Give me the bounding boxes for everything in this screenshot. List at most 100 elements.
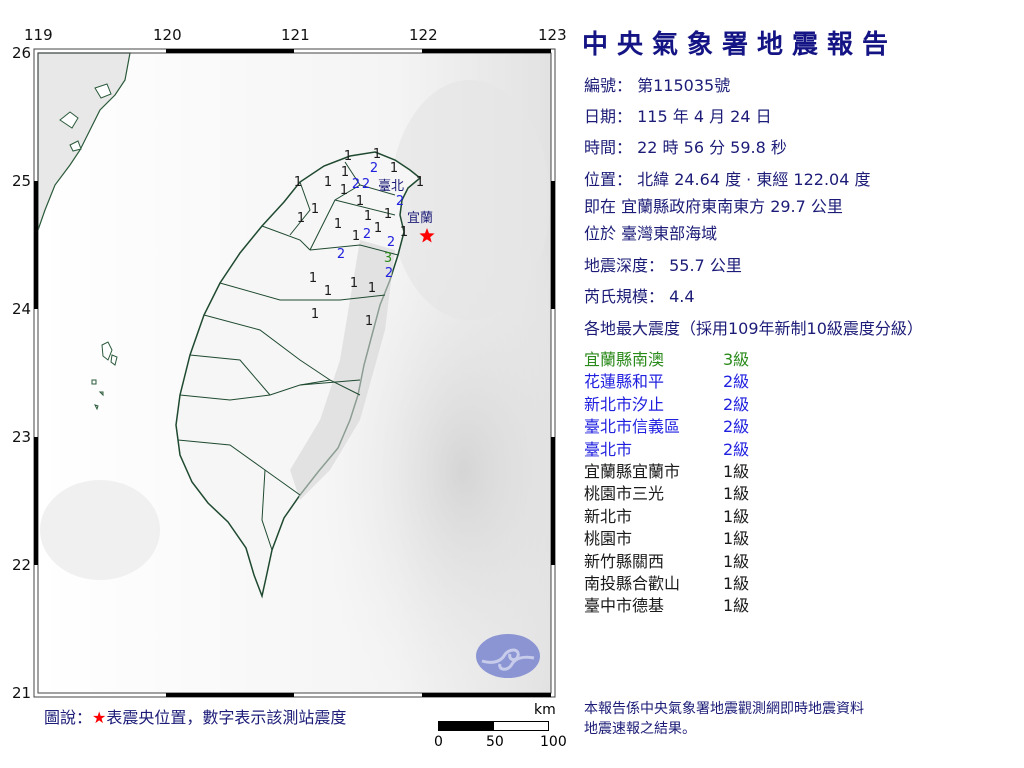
intensity-level: 1級 (723, 551, 750, 571)
intensity-level: 3級 (723, 350, 750, 369)
place-label: 宜蘭 (407, 210, 433, 226)
lon-tick-label: 123 (538, 26, 567, 44)
station-intensity: 2 (370, 161, 378, 176)
lat-tick-label: 26 (12, 44, 32, 62)
station-intensity: 2 (387, 235, 395, 250)
station-intensity: 1 (324, 284, 332, 299)
place-label: 臺北 (378, 179, 404, 194)
intensity-place: 臺北市信義區 (584, 417, 681, 437)
intensity-level: 1級 (723, 574, 750, 593)
intensity-place: 宜蘭縣宜蘭市 (584, 462, 681, 481)
station-intensity: 1 (311, 202, 319, 217)
time-label: 時間： (584, 138, 633, 157)
county-borders (177, 161, 399, 551)
relative-location-row: 即在 宜蘭縣政府東南東方 29.7 公里 (584, 193, 843, 217)
coastal-islands (59, 83, 112, 152)
station-intensity: 1 (350, 276, 358, 291)
station-intensity: 1 (340, 183, 348, 198)
lon-tick-label: 122 (409, 26, 438, 44)
intensity-place: 新北市 (584, 506, 633, 526)
intensity-place: 臺北市 (584, 439, 633, 459)
station-intensity: 1 (373, 147, 381, 162)
intensity-place: 宜蘭縣南澳 (584, 350, 665, 369)
time-value: 22 時 56 分 59.8 秒 (637, 138, 787, 157)
station-intensity: 2 (362, 177, 370, 192)
location-row: 位置： 北緯 24.64 度 · 東經 122.04 度 (584, 166, 871, 190)
legend-text: 表震央位置，數字表示該測站震度 (106, 708, 347, 727)
magnitude-label: 芮氏規模： (584, 287, 665, 306)
intensity-level: 2級 (723, 394, 750, 414)
station-intensity: 2 (363, 227, 371, 242)
intensity-header: 各地最大震度（採用109年新制10級震度分級） (584, 319, 923, 338)
intensity-place: 桃園市 (584, 529, 633, 549)
station-intensity: 2 (337, 247, 345, 262)
depth-label: 地震深度： (584, 256, 665, 275)
station-intensity: 1 (352, 229, 360, 244)
station-intensity: 1 (364, 209, 372, 224)
station-intensity: 1 (368, 281, 376, 296)
frame-segment (551, 181, 555, 309)
intensity-level: 2級 (723, 439, 750, 459)
region-row: 位於 臺灣東部海域 (584, 220, 717, 244)
star-icon: ★ (92, 708, 107, 727)
date-row: 日期： 115 年 4 月 24 日 (584, 103, 772, 127)
intensity-place: 新北市汐止 (584, 394, 665, 414)
intensity-place: 新竹縣關西 (584, 551, 665, 571)
location-label: 位置： (584, 170, 633, 189)
intensity-level: 1級 (723, 529, 750, 549)
scale-segment-white (493, 721, 549, 731)
mainland-coast (37, 52, 131, 231)
lat-tick-label: 24 (12, 300, 32, 318)
intensity-level: 1級 (723, 506, 750, 526)
frame-segment (422, 693, 551, 697)
lat-tick-label: 22 (12, 556, 32, 574)
frame-segment (422, 49, 551, 53)
scale-unit: km (534, 702, 556, 718)
date-label: 日期： (584, 107, 633, 126)
report-title: 中央氣象署地震報告 (582, 30, 898, 60)
footnote-line-2: 地震速報之結果。 (584, 721, 696, 737)
depth-row: 地震深度： 55.7 公里 (584, 252, 742, 276)
intensity-level: 2級 (723, 372, 750, 392)
relative-label: 即在 (584, 197, 617, 216)
station-intensity: 1 (390, 161, 398, 176)
intensity-level: 1級 (723, 596, 750, 616)
lat-tick-label: 21 (12, 684, 32, 702)
station-intensity: 1 (416, 175, 424, 190)
intensity-place: 花蓮縣和平 (584, 372, 665, 392)
intensity-level: 1級 (723, 484, 750, 504)
intensity-level: 2級 (723, 417, 750, 437)
depth-value: 55.7 公里 (669, 256, 742, 275)
frame-segment (34, 181, 38, 309)
region-value: 臺灣東部海域 (621, 224, 718, 243)
graticule-border (34, 49, 555, 697)
epicenter-star-icon (419, 228, 435, 243)
terrain-shade (40, 480, 160, 580)
station-intensity: 1 (309, 271, 317, 286)
station-intensity: 1 (356, 194, 364, 209)
lon-tick-label: 121 (281, 26, 310, 44)
intensity-place: 南投縣合歡山 (584, 574, 681, 593)
cwa-logo (476, 634, 540, 678)
frame-segment (166, 693, 294, 697)
intensity-place: 臺中市德基 (584, 596, 665, 616)
location-value: 北緯 24.64 度 · 東經 122.04 度 (637, 170, 871, 189)
lon-tick-label: 119 (24, 26, 53, 44)
station-intensity: 1 (365, 314, 373, 329)
magnitude-value: 4.4 (669, 287, 695, 306)
central-mountain-relief (290, 240, 395, 500)
map-legend: 圖說：★表震央位置，數字表示該測站震度 (44, 704, 346, 728)
lat-tick-label: 23 (12, 428, 32, 446)
station-intensity: 1 (374, 221, 382, 236)
lat-tick-label: 25 (12, 172, 32, 190)
intensity-place: 桃園市三光 (584, 484, 665, 504)
station-intensity: 2 (396, 194, 404, 209)
lon-tick-label: 120 (153, 26, 182, 44)
station-intensity: 1 (294, 175, 302, 190)
footnote-line-1: 本報告係中央氣象署地震觀測網即時地震資料 (584, 701, 864, 717)
station-intensity: 1 (344, 149, 352, 164)
station-intensity: 2 (352, 177, 360, 192)
relative-value: 宜蘭縣政府東南東方 29.7 公里 (621, 197, 843, 216)
scale-label-50: 50 (486, 734, 504, 750)
